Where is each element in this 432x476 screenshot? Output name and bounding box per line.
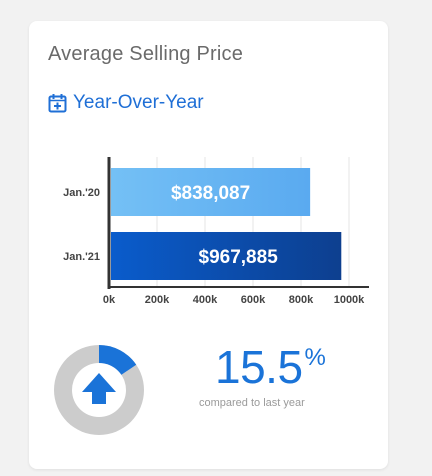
category-label: Jan.'21 [63,251,100,263]
subtitle-row: Year-Over-Year [48,92,204,114]
x-tick-label: 400k [193,294,218,306]
bar-1 [111,168,311,216]
card-title: Average Selling Price [48,43,244,65]
bar-chart: $838,087 Jan.'20 $967,885 Jan.'21 0k 200k 400k… [63,157,369,306]
arrow-up-icon [82,373,116,404]
change-value: 15.5 [215,341,303,393]
change-unit: % [304,344,326,371]
asp-card: Average Selling Price Year-Over-Year $83… [29,21,388,469]
calendar-plus-icon [48,94,67,113]
change-caption: compared to last year [199,397,305,409]
change-percent: 15.5 % [215,341,326,393]
bar-value-label: $838,087 [171,183,250,204]
x-tick-label: 1000k [334,294,365,306]
x-tick-label: 600k [241,294,266,306]
bar-value-label: $967,885 [199,247,279,268]
x-tick-label: 200k [145,294,170,306]
change-donut [54,345,144,435]
x-tick-label: 800k [289,294,314,306]
bar-2 [111,232,342,280]
category-label: Jan.'20 [63,187,100,199]
x-tick-label: 0k [103,294,116,306]
subtitle: Year-Over-Year [73,92,204,113]
